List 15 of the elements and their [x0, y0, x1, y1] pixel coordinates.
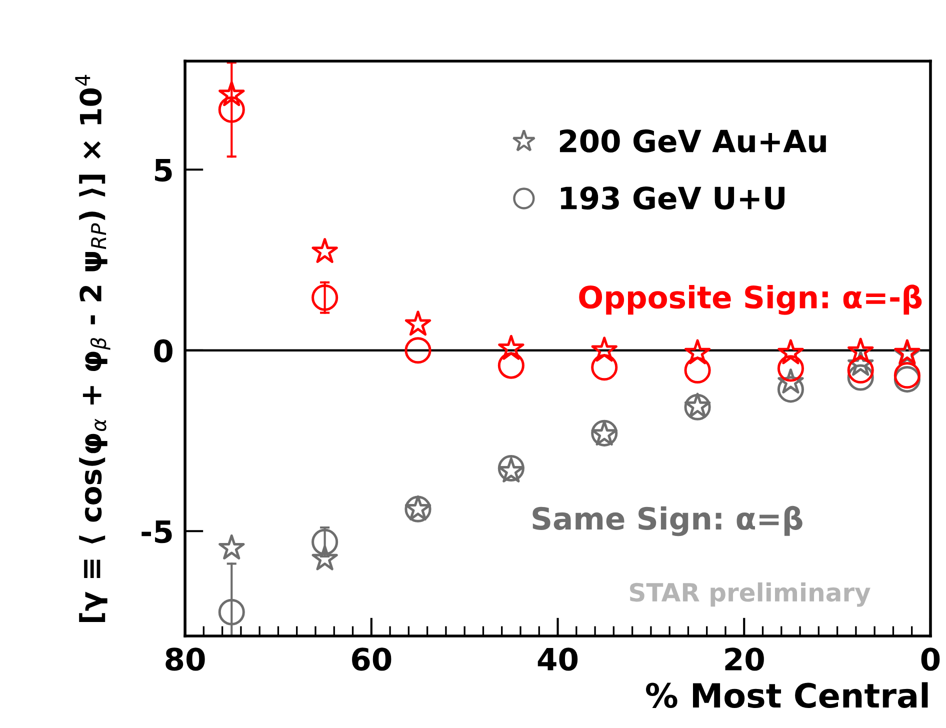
- y-tick-label: 0: [154, 339, 172, 362]
- annotation: STAR preliminary: [630, 582, 870, 607]
- x-tick-label: 80: [166, 648, 205, 671]
- x-tick-label: 40: [538, 648, 578, 671]
- y-tick-label: -5: [142, 520, 172, 544]
- x-axis-title: % Most Central: [646, 682, 928, 708]
- annotation: Same Sign: α=β: [532, 506, 802, 536]
- legend-label: 193 GeV U+U: [560, 186, 784, 210]
- x-tick-label: 0: [921, 648, 940, 671]
- legend-label: 200 GeV Au+Au: [560, 129, 826, 153]
- y-axis-title: [γ ≡ ⟨ cos(φ$_{α}$ + φ$_{β}$ - 2 ψ$_{RP}$) ⟩] × 10$^{4}$: [75, 74, 110, 622]
- annotation: Opposite Sign: α=-β: [579, 284, 922, 315]
- x-tick-label: 20: [725, 648, 764, 671]
- x-tick-label: 60: [352, 648, 392, 671]
- y-tick-label: 5: [155, 158, 172, 182]
